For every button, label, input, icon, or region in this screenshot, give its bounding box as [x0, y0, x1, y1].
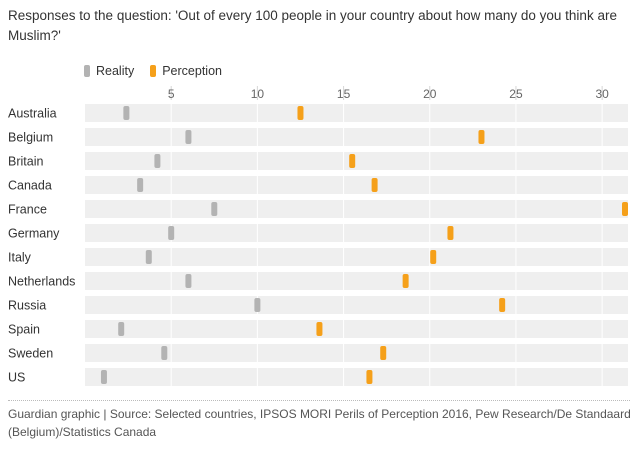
row-band: [85, 200, 628, 218]
category-label: Sweden: [8, 347, 53, 361]
row-band: [85, 344, 628, 362]
category-label: Italy: [8, 251, 32, 265]
row-band: [85, 248, 628, 266]
category-label: US: [8, 371, 25, 385]
row-band: [85, 104, 628, 122]
legend: Reality Perception: [84, 63, 222, 79]
x-tick-label: 10: [251, 87, 265, 101]
legend-item-perception: Perception: [150, 64, 222, 78]
category-label: France: [8, 203, 47, 217]
marker-reality: [161, 346, 168, 360]
marker-perception: [349, 154, 356, 168]
marker-perception: [622, 202, 628, 216]
legend-label-reality: Reality: [96, 64, 135, 78]
marker-reality: [168, 226, 175, 240]
row-band: [85, 176, 628, 194]
marker-perception: [316, 322, 323, 336]
marker-perception: [499, 298, 506, 312]
x-tick-label: 20: [423, 87, 437, 101]
legend-label-perception: Perception: [162, 64, 222, 78]
category-label: Germany: [8, 227, 60, 241]
source-note: Guardian graphic | Source: Selected coun…: [8, 407, 631, 439]
marker-perception: [447, 226, 454, 240]
row-band: [85, 320, 628, 338]
x-tick-label: 30: [595, 87, 609, 101]
marker-perception: [478, 130, 485, 144]
legend-swatch-reality: [84, 65, 90, 77]
row-band: [85, 152, 628, 170]
marker-perception: [297, 106, 304, 120]
dot-plot: 5 10 15 20 25 30 Australia Belgium Britain Canada…: [8, 86, 628, 386]
x-tick-label: 15: [337, 87, 351, 101]
marker-reality: [118, 322, 125, 336]
marker-reality: [154, 154, 161, 168]
x-tick-label: 5: [168, 87, 175, 101]
marker-reality: [185, 274, 192, 288]
category-label: Canada: [8, 179, 52, 193]
marker-perception: [402, 274, 409, 288]
marker-perception: [430, 250, 437, 264]
x-tick-label: 25: [509, 87, 523, 101]
marker-reality: [211, 202, 218, 216]
chart-title: Responses to the question: 'Out of every…: [8, 8, 617, 43]
row-band: [85, 272, 628, 290]
legend-swatch-perception: [150, 65, 157, 77]
marker-reality: [137, 178, 144, 192]
category-label: Britain: [8, 155, 43, 169]
category-label: Australia: [8, 107, 57, 121]
legend-item-reality: Reality: [84, 64, 134, 78]
divider: [8, 400, 630, 401]
marker-reality: [254, 298, 261, 312]
category-label: Belgium: [8, 131, 53, 145]
marker-perception: [366, 370, 373, 384]
marker-reality: [123, 106, 130, 120]
marker-reality: [145, 250, 152, 264]
marker-reality: [185, 130, 192, 144]
category-label: Russia: [8, 299, 46, 313]
marker-perception: [380, 346, 387, 360]
category-label: Spain: [8, 323, 40, 337]
row-band: [85, 296, 628, 314]
row-band: [85, 224, 628, 242]
row-band: [85, 368, 628, 386]
marker-reality: [100, 370, 107, 384]
category-label: Netherlands: [8, 275, 75, 289]
marker-perception: [371, 178, 378, 192]
row-band: [85, 128, 628, 146]
